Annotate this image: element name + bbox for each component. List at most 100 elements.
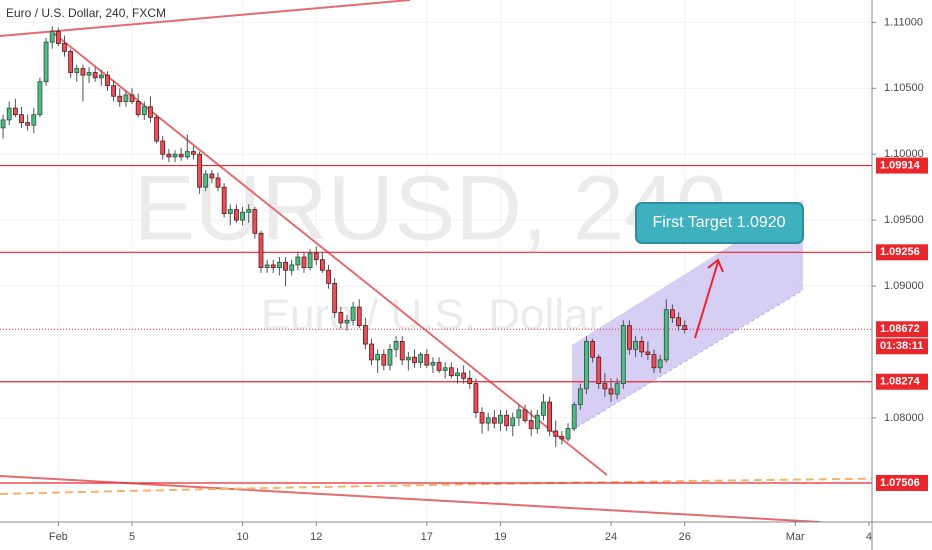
watermark-description: Euro / U.S. Dollar — [261, 291, 603, 340]
candle-body — [448, 367, 454, 377]
candle-body — [663, 309, 669, 361]
levels — [0, 164, 872, 484]
arrow-head — [707, 258, 724, 273]
candle-body — [313, 252, 319, 261]
x-tick-label: 19 — [494, 531, 506, 543]
candle-body — [338, 312, 344, 324]
candle-body — [117, 95, 123, 102]
ma-line — [0, 477, 931, 495]
candle-body — [442, 367, 448, 371]
level-label: 1.09256 — [880, 246, 920, 258]
candle-body — [412, 356, 417, 363]
candle-body — [682, 325, 688, 330]
candle-body — [651, 354, 657, 369]
candle-body — [405, 356, 411, 361]
candle-body — [25, 122, 31, 126]
x-tick-label: Feb — [49, 531, 68, 543]
countdown-box — [876, 338, 928, 355]
candle-body — [295, 256, 301, 266]
candle-body — [547, 401, 553, 432]
candle-body — [491, 417, 497, 424]
candle-body — [584, 341, 589, 390]
candle-body — [283, 261, 288, 271]
candle-body — [319, 259, 325, 271]
channel — [572, 200, 803, 430]
candle-body — [393, 341, 399, 350]
y-tick-label: 1.08000 — [884, 412, 924, 424]
candle-body — [676, 317, 681, 326]
candle-body — [301, 256, 307, 268]
watermark: EURUSD, 240 Euro / U.S. Dollar — [133, 157, 726, 339]
candle-body — [479, 412, 485, 424]
candle-body — [154, 116, 159, 142]
candle-body — [332, 283, 338, 313]
y-tick-label: 1.10500 — [884, 82, 924, 94]
x-tick-label: 17 — [421, 531, 433, 543]
trend-line — [0, 0, 411, 37]
level-label-box — [876, 244, 928, 261]
candle-body — [522, 409, 528, 421]
candle-body — [6, 107, 12, 121]
candle-body — [68, 51, 74, 73]
candle-body — [344, 319, 350, 324]
candle-body — [461, 372, 467, 379]
candle-body — [80, 68, 86, 76]
candle-body — [86, 72, 92, 76]
level-label-box — [876, 474, 928, 491]
level-label-box — [876, 157, 928, 174]
callout-box — [635, 202, 804, 244]
x-tick-label: Mar — [786, 531, 805, 543]
level-label: 1.07506 — [880, 477, 920, 489]
candle-body — [227, 209, 233, 214]
candle-body — [31, 114, 37, 126]
x-tick-label: 24 — [605, 531, 617, 543]
candle-body — [74, 68, 80, 73]
axis-labels: 1.11000 1.10500 1.10000 1.09500 1.09000 1.080… — [49, 16, 928, 543]
candle-body — [166, 153, 172, 158]
candle-body — [172, 153, 178, 158]
candle-body — [608, 388, 614, 395]
candle-body — [197, 153, 202, 188]
candle-body — [510, 417, 516, 427]
candle-body — [234, 209, 239, 221]
candle-body — [98, 74, 104, 79]
candle-body — [111, 85, 117, 97]
current-price-box — [876, 321, 928, 338]
candle-body — [602, 383, 608, 390]
candle-body — [387, 348, 393, 366]
candle-body — [516, 409, 522, 419]
candle-body — [418, 354, 424, 363]
candle-body — [627, 325, 632, 350]
candle-body — [399, 341, 405, 361]
candle-body — [129, 94, 135, 102]
candle-body — [633, 341, 638, 350]
x-tick-label: 26 — [679, 531, 691, 543]
y-tick-label: 1.09000 — [884, 280, 924, 292]
price-axis — [872, 0, 932, 550]
candle-body — [240, 211, 245, 221]
candle-body — [307, 252, 313, 268]
candle-body — [375, 354, 381, 361]
candle-body — [590, 341, 595, 358]
candle-body — [178, 153, 184, 158]
candle-body — [455, 372, 460, 377]
candle-body — [203, 173, 209, 188]
candle-body — [436, 362, 442, 371]
trend-line — [0, 475, 821, 523]
candle-body — [565, 428, 571, 440]
callout-text: First Target 1.0920 — [652, 214, 785, 231]
candle-body — [504, 414, 510, 427]
candle-body — [571, 404, 577, 429]
countdown-label: 01:38:11 — [880, 340, 923, 352]
candle-body — [277, 261, 282, 268]
candle-body — [123, 94, 129, 102]
candle-body — [369, 343, 374, 361]
x-tick-label: 10 — [236, 531, 248, 543]
candle-body — [105, 74, 110, 87]
candle-body — [553, 430, 559, 437]
candle-body — [473, 383, 479, 413]
candle-body — [184, 151, 190, 158]
candle-body — [577, 388, 583, 406]
candle-body — [92, 72, 98, 79]
